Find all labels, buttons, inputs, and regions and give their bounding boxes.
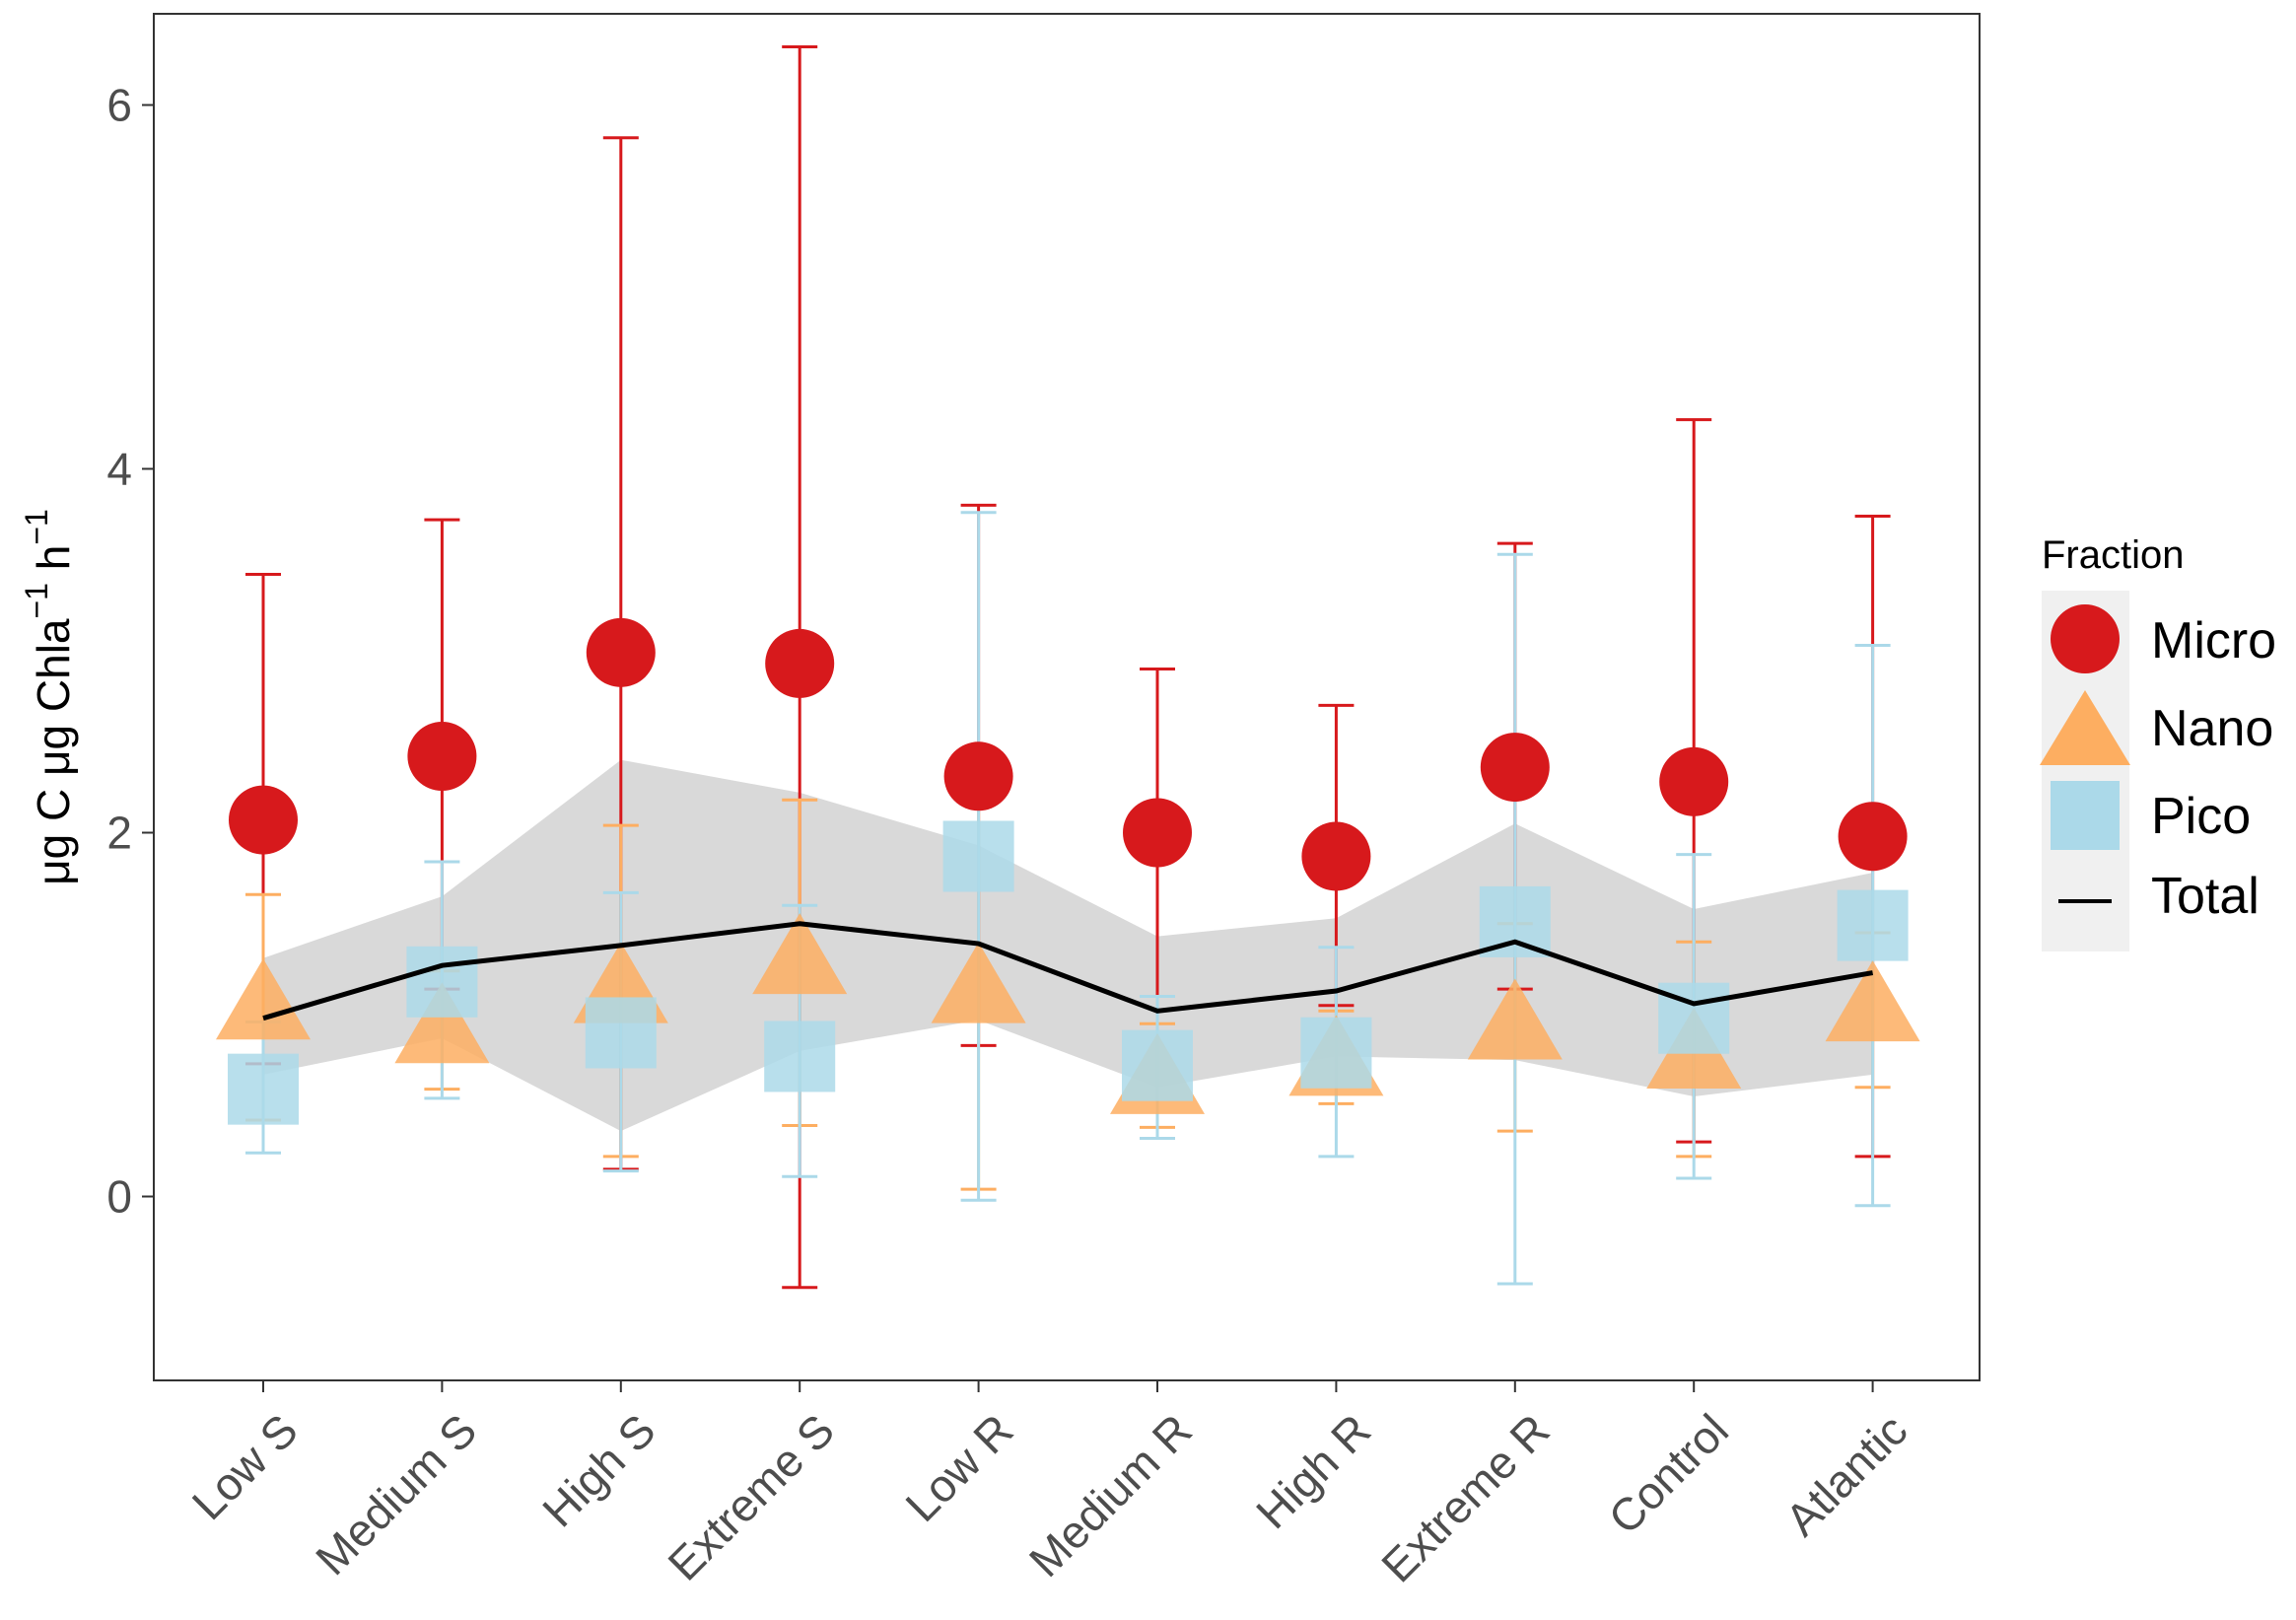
nano-point-low-r: [931, 942, 1026, 1023]
y-axis: 0 2 4 6: [106, 80, 154, 1223]
pico-point-low-s: [228, 1053, 299, 1125]
plot-panel: [153, 13, 1981, 1381]
legend: Fraction Micro Nano Pico Total: [2040, 533, 2276, 951]
nano-point-atlantic: [1825, 960, 1920, 1042]
legend-label-total: Total: [2151, 868, 2260, 925]
marker-layer: [216, 617, 1920, 1125]
legend-key-nano: [2040, 690, 2130, 765]
total-ribbon-layer: [263, 759, 1873, 1132]
micro-point-control: [1659, 746, 1729, 816]
y-tick-label: 4: [106, 444, 132, 495]
legend-key-micro: [2051, 604, 2120, 673]
legend-key-pico: [2051, 781, 2120, 850]
y-tick-label: 6: [106, 80, 132, 131]
pico-point-high-s: [585, 997, 657, 1069]
panel-border: [153, 13, 1981, 1381]
total-ribbon: [263, 759, 1873, 1132]
total-line-layer: [262, 921, 1874, 1021]
pico-point-medium-r: [1122, 1029, 1193, 1101]
legend-label-nano: Nano: [2151, 700, 2273, 757]
y-tick-label: 0: [106, 1171, 132, 1223]
legend-title: Fraction: [2042, 533, 2185, 577]
micro-point-low-s: [229, 785, 298, 855]
pico-point-extreme-r: [1479, 885, 1551, 957]
pico-point-low-r: [942, 820, 1014, 892]
y-tick-label: 2: [106, 808, 132, 859]
micro-point-high-s: [586, 617, 656, 687]
pico-point-extreme-s: [764, 1021, 836, 1092]
pico-point-atlantic: [1837, 889, 1909, 961]
nano-point-medium-s: [394, 982, 490, 1064]
micro-point-low-r: [943, 741, 1013, 811]
micro-point-high-r: [1301, 821, 1371, 891]
legend-label-pico: Pico: [2151, 788, 2251, 845]
total-line: [262, 921, 1874, 1021]
nano-point-low-s: [216, 958, 311, 1040]
micro-point-atlantic: [1838, 802, 1908, 872]
micro-point-extreme-s: [765, 628, 835, 698]
micro-point-medium-r: [1123, 798, 1192, 868]
nano-point-extreme-r: [1467, 978, 1563, 1060]
micro-point-medium-s: [407, 722, 477, 792]
legend-keys: [2040, 604, 2130, 903]
pico-point-high-r: [1300, 1017, 1372, 1089]
pico-point-medium-s: [406, 946, 478, 1018]
y-axis-title: μg C μg Chla−1 h−1: [19, 509, 79, 885]
legend-label-micro: Micro: [2151, 612, 2276, 669]
micro-point-extreme-r: [1480, 733, 1550, 803]
nano-point-extreme-s: [752, 913, 848, 995]
